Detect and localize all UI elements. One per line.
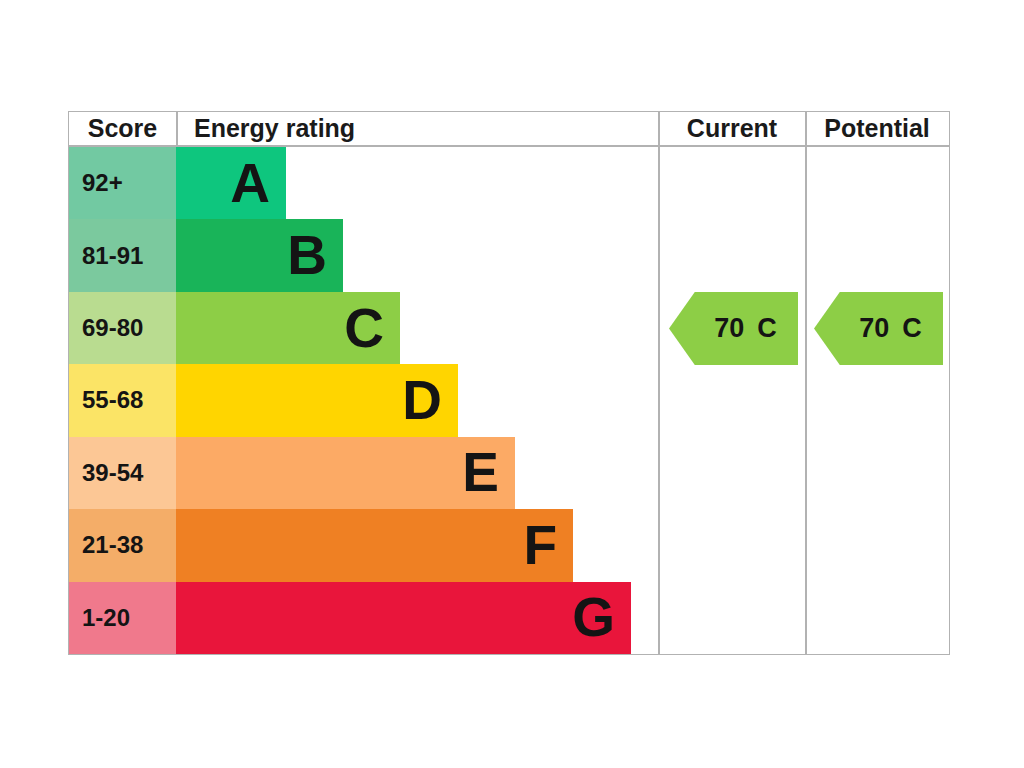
band-row: 92+ A <box>69 147 949 219</box>
score-header: Score <box>69 112 176 145</box>
band-letter: D <box>402 373 441 428</box>
band-bar: G <box>176 582 631 654</box>
band-score-range: 21-38 <box>69 509 176 581</box>
band-bar: A <box>176 147 286 219</box>
current-header: Current <box>659 112 805 145</box>
band-score-range: 55-68 <box>69 364 176 436</box>
band-letter: F <box>523 518 556 573</box>
band-row: 1-20 G <box>69 582 949 654</box>
band-bar: B <box>176 219 343 291</box>
band-row: 39-54 E <box>69 437 949 509</box>
epc-chart: Score Energy rating Current Potential 92… <box>68 111 950 655</box>
band-score-range: 1-20 <box>69 582 176 654</box>
band-bar: D <box>176 364 458 436</box>
band-row: 55-68 D <box>69 364 949 436</box>
band-row: 81-91 B <box>69 219 949 291</box>
potential-header: Potential <box>805 112 949 145</box>
band-letter: G <box>572 590 614 645</box>
band-bar: E <box>176 437 515 509</box>
band-score-range: 92+ <box>69 147 176 219</box>
epc-header-row: Score Energy rating Current Potential <box>69 112 949 147</box>
current-rating-value: 70 <box>714 313 744 344</box>
band-score-range: 81-91 <box>69 219 176 291</box>
band-letter: E <box>462 445 498 500</box>
band-score-range: 39-54 <box>69 437 176 509</box>
band-bar: F <box>176 509 573 581</box>
page: Score Energy rating Current Potential 92… <box>0 0 1024 768</box>
band-row: 21-38 F <box>69 509 949 581</box>
band-letter: A <box>230 156 269 211</box>
band-letter: C <box>344 301 383 356</box>
potential-rating-band-letter: C <box>902 313 922 344</box>
energy-rating-header: Energy rating <box>176 112 659 145</box>
epc-rows: 92+ A 81-91 B 69-80 C 55-68 D 39-54 E 21… <box>69 147 949 654</box>
band-score-range: 69-80 <box>69 292 176 364</box>
current-rating-band-letter: C <box>757 313 777 344</box>
potential-rating-value: 70 <box>859 313 889 344</box>
current-rating-arrow: 70 C <box>669 292 798 365</box>
band-bar: C <box>176 292 400 364</box>
potential-rating-arrow: 70 C <box>814 292 943 365</box>
band-letter: B <box>287 228 326 283</box>
